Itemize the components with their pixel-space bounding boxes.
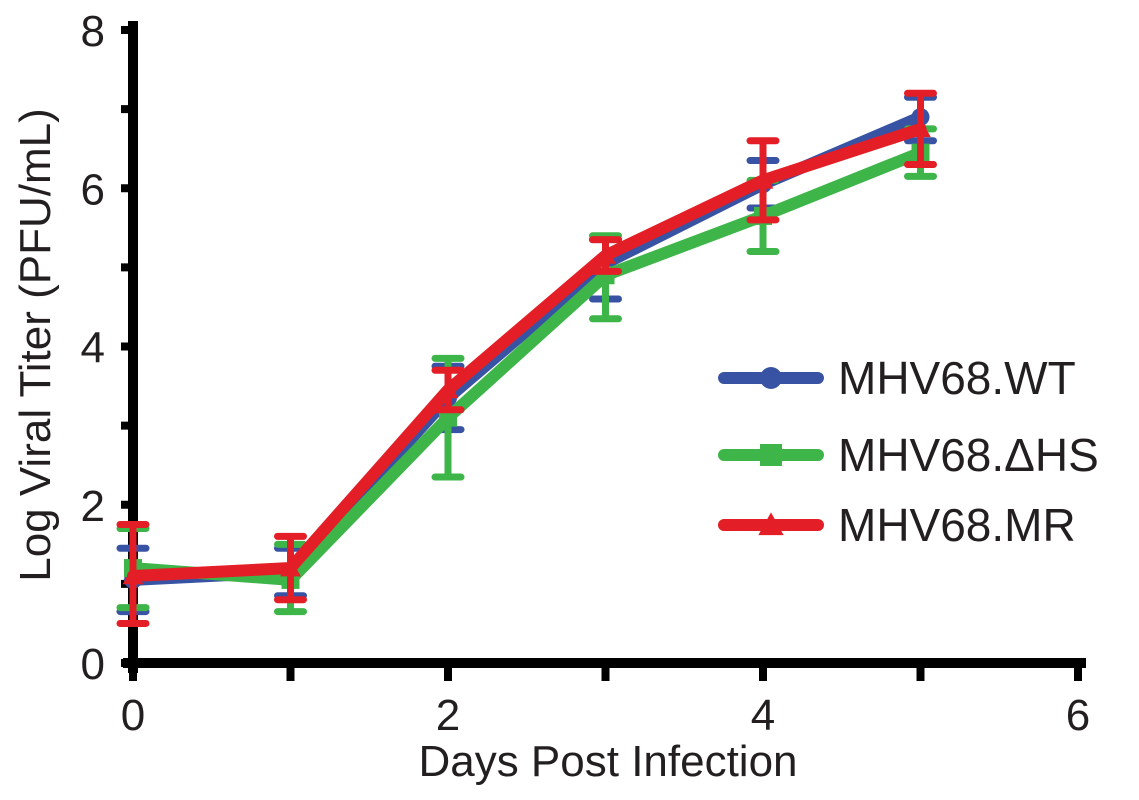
y-tick-label: 6 xyxy=(81,165,105,214)
data-point xyxy=(437,379,459,399)
data-point xyxy=(595,245,616,264)
legend-item: MHV68.ΔHS xyxy=(718,429,1099,481)
series-line xyxy=(127,122,927,582)
y-tick-label: 2 xyxy=(81,482,105,531)
series-2 xyxy=(116,125,937,616)
legend-label: MHV68.ΔHS xyxy=(838,429,1099,481)
x-tick-label: 6 xyxy=(1066,691,1090,740)
series-layer xyxy=(116,89,937,627)
legend-label: MHV68.MR xyxy=(838,499,1076,551)
legend-item: MHV68.WT xyxy=(718,352,1076,404)
y-tick-label: 0 xyxy=(81,640,105,689)
x-tick-label: 2 xyxy=(436,691,460,740)
data-point xyxy=(910,118,931,138)
y-tick-label: 4 xyxy=(81,324,105,373)
legend-marker xyxy=(758,512,784,536)
legend-marker xyxy=(760,444,782,466)
legend-marker xyxy=(760,367,782,389)
x-axis-label: Days Post Infection xyxy=(418,737,797,786)
data-point xyxy=(752,169,774,189)
legend-item: MHV68.MR xyxy=(718,499,1076,551)
series-3 xyxy=(116,89,937,627)
x-tick-label: 4 xyxy=(751,691,775,740)
legend-label: MHV68.WT xyxy=(838,352,1076,404)
axes: 0 2 4 6 8 0 2 4 6 xyxy=(81,7,1091,740)
series-line xyxy=(127,146,927,586)
legend: MHV68.WT MHV68.ΔHS MHV68.MR xyxy=(718,352,1099,551)
data-point xyxy=(122,565,144,585)
x-tick-label: 0 xyxy=(121,691,145,740)
y-axis-label: Log Viral Titer (PFU/mL) xyxy=(11,108,60,582)
y-tick-label: 8 xyxy=(81,7,105,56)
data-point xyxy=(280,557,301,577)
